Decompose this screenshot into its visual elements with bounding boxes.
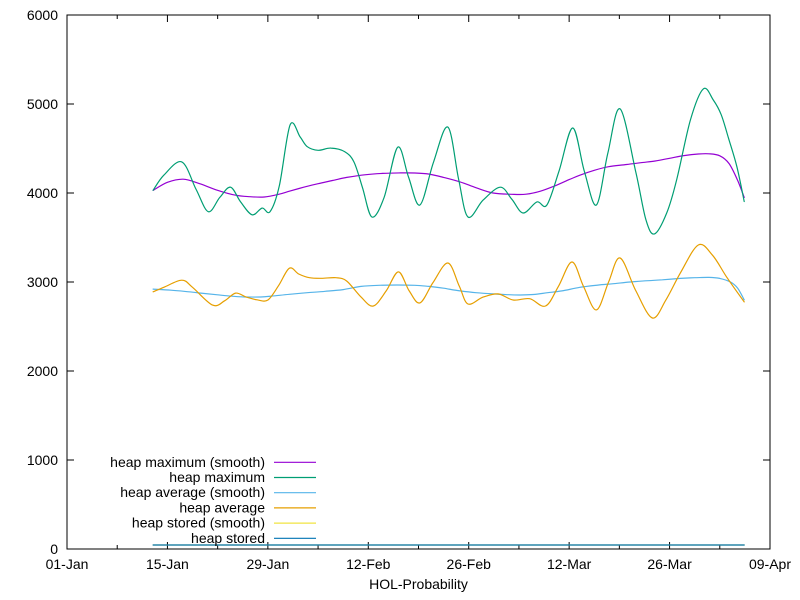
y-tick-label: 3000	[27, 274, 58, 290]
legend-label: heap average (smooth)	[120, 484, 265, 500]
legend-item-heap-maximum-smooth: heap maximum (smooth)	[110, 454, 316, 470]
y-tick-label: 2000	[27, 363, 58, 379]
x-axis-ticks: 01-Jan 15-Jan 29-Jan 12-Feb 26-Feb 12-Mar 26-M…	[46, 15, 791, 572]
y-axis-ticks: 0 1000 2000 3000 4000 5000 6000	[27, 7, 770, 557]
legend-item-heap-stored-smooth: heap stored (smooth)	[132, 515, 316, 531]
x-tick-label: 09-Apr	[749, 556, 791, 572]
series-line-heap-maximum-smooth	[152, 153, 745, 198]
legend-item-heap-maximum: heap maximum	[169, 469, 316, 485]
x-tick-label: 01-Jan	[46, 556, 89, 572]
y-tick-label: 0	[50, 541, 58, 557]
series-line-heap-average	[152, 243, 745, 319]
legend-item-heap-average-smooth: heap average (smooth)	[120, 484, 316, 500]
legend-label: heap stored (smooth)	[132, 515, 265, 531]
x-axis-title: HOL-Probability	[369, 576, 468, 592]
legend-item-heap-stored: heap stored	[191, 530, 316, 546]
x-tick-label: 12-Feb	[346, 556, 391, 572]
y-tick-label: 5000	[27, 96, 58, 112]
y-tick-label: 6000	[27, 7, 58, 23]
legend-label: heap maximum	[169, 469, 265, 485]
series-line-heap-average-smooth	[152, 276, 745, 301]
x-tick-label: 26-Feb	[447, 556, 492, 572]
legend-label: heap stored	[191, 530, 265, 546]
series-line-heap-maximum	[152, 87, 745, 235]
y-tick-label: 1000	[27, 452, 58, 468]
legend-label: heap maximum (smooth)	[110, 454, 265, 470]
y-tick-label: 4000	[27, 185, 58, 201]
legend-item-heap-average: heap average	[179, 499, 316, 515]
x-tick-label: 15-Jan	[146, 556, 189, 572]
legend-label: heap average	[179, 499, 265, 515]
x-tick-label: 26-Mar	[647, 556, 692, 572]
x-tick-label: 29-Jan	[246, 556, 289, 572]
x-tick-label: 12-Mar	[547, 556, 592, 572]
